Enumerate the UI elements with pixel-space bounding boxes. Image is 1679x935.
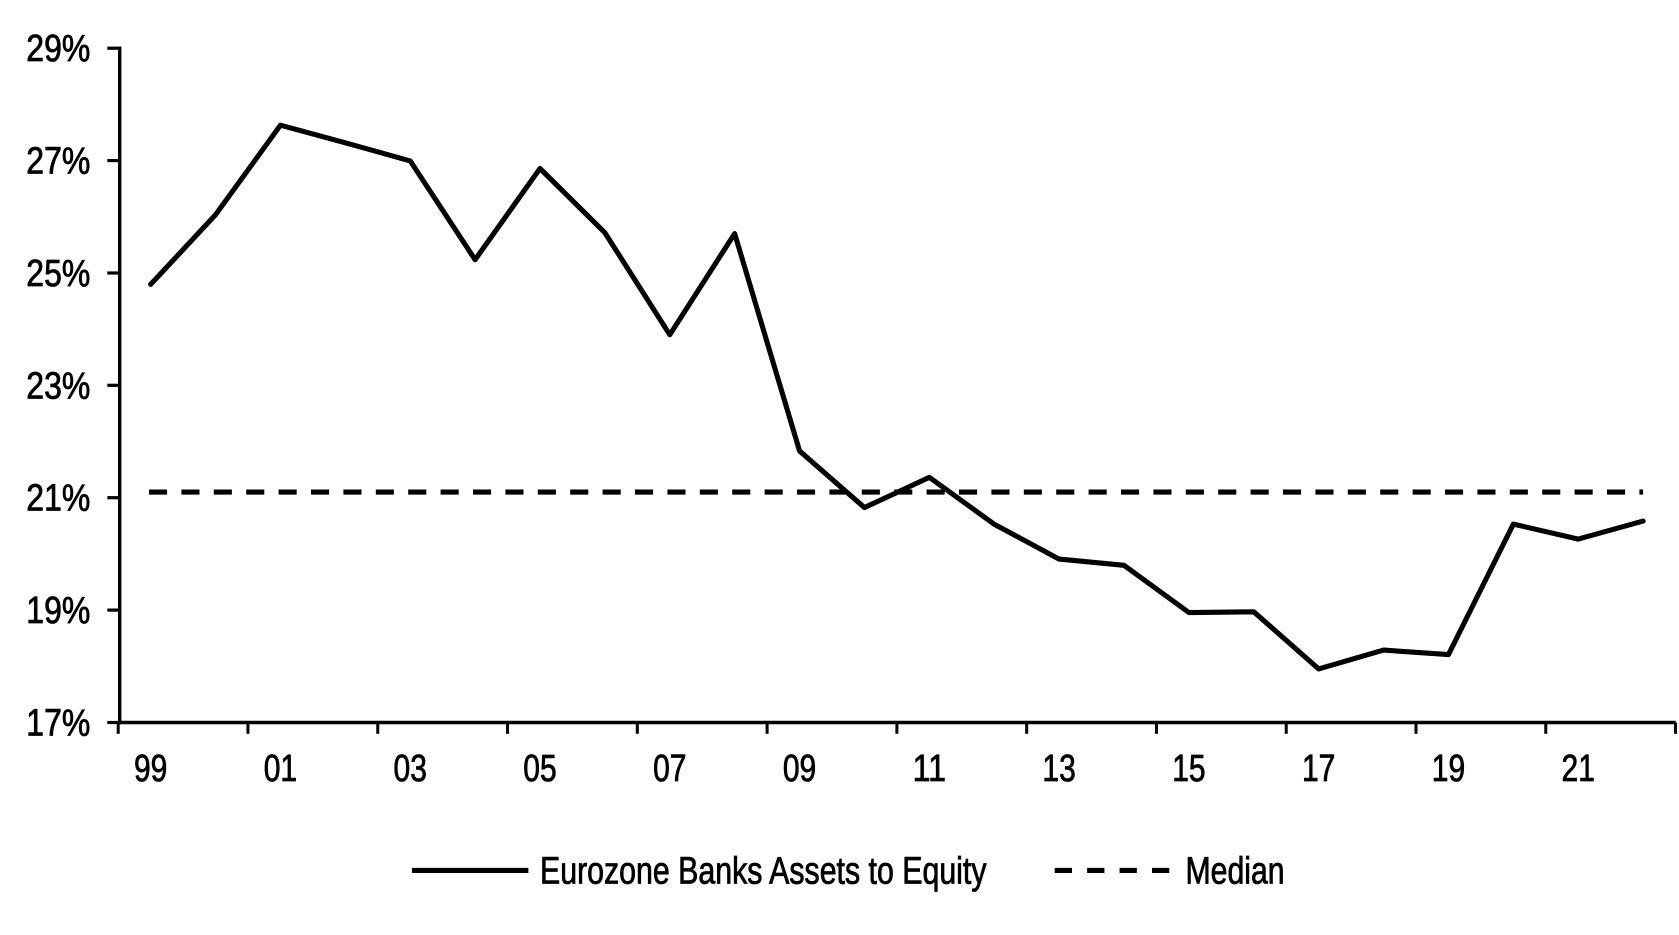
svg-text:15: 15 [1172,748,1205,790]
svg-text:Eurozone Banks Assets to Equit: Eurozone Banks Assets to Equity [540,851,987,893]
svg-text:17%: 17% [26,703,90,745]
svg-text:21: 21 [1562,748,1595,790]
svg-text:23%: 23% [26,365,90,407]
svg-text:27%: 27% [26,141,90,183]
svg-text:99: 99 [134,748,167,790]
svg-text:29%: 29% [26,28,90,70]
svg-text:17: 17 [1302,748,1335,790]
svg-text:25%: 25% [26,253,90,295]
svg-text:09: 09 [783,748,816,790]
svg-text:01: 01 [264,748,297,790]
svg-text:19: 19 [1432,748,1465,790]
svg-text:Median: Median [1186,851,1285,893]
svg-text:19%: 19% [26,590,90,632]
svg-text:07: 07 [653,748,686,790]
svg-text:11: 11 [913,748,946,790]
svg-text:05: 05 [523,748,556,790]
svg-text:13: 13 [1042,748,1075,790]
svg-text:21%: 21% [26,478,90,520]
svg-text:03: 03 [394,748,427,790]
